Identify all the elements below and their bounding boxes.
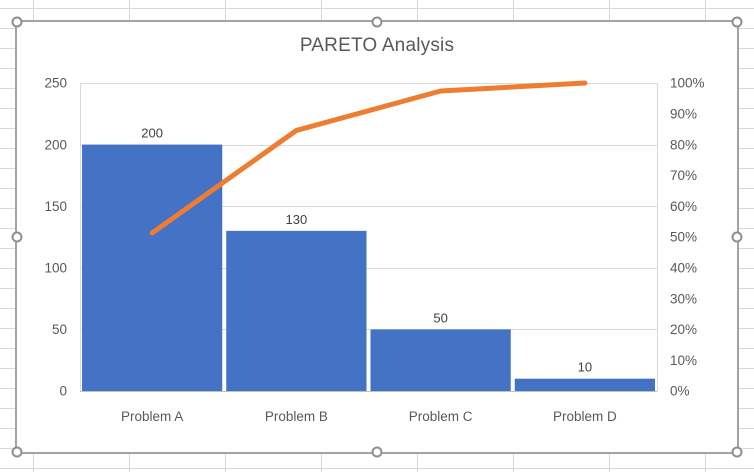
y-right-tick-label: 30% — [670, 291, 697, 306]
y-right-tick-label: 70% — [670, 168, 697, 183]
y-right-tick-label: 80% — [670, 137, 697, 152]
bar-data-label: 10 — [578, 360, 592, 375]
bar-problem-c[interactable] — [370, 329, 511, 391]
selection-handle-top-right[interactable] — [731, 16, 743, 28]
y-right-tick-label: 90% — [670, 107, 697, 122]
embedded-chart[interactable]: PARETO Analysis 200 130 50 10 0 50 100 150 200 25… — [17, 22, 737, 452]
x-category-label: Problem B — [265, 409, 328, 424]
y-left-tick-label: 0 — [59, 384, 67, 399]
bar-data-label: 50 — [433, 310, 447, 325]
selection-handle-middle-left[interactable] — [11, 231, 23, 243]
y-right-tick-label: 100% — [670, 76, 705, 91]
bar-data-label: 130 — [286, 212, 308, 227]
bar-problem-b[interactable] — [226, 230, 367, 391]
y-right-tick-label: 60% — [670, 199, 697, 214]
bar-problem-d[interactable] — [514, 378, 655, 391]
x-category-label: Problem D — [553, 409, 617, 424]
y-right-tick-label: 40% — [670, 261, 697, 276]
y-right-tick-label: 50% — [670, 230, 697, 245]
y-left-tick-label: 100 — [44, 261, 67, 276]
selection-handle-bottom-center[interactable] — [371, 446, 383, 458]
selection-handle-top-left[interactable] — [11, 16, 23, 28]
chart-canvas: 20013050100501001502002500%10%20%30%40%5… — [44, 76, 705, 424]
y-right-tick-label: 10% — [670, 353, 697, 368]
selection-handle-bottom-right[interactable] — [731, 446, 743, 458]
chart-title[interactable]: PARETO Analysis — [299, 35, 455, 56]
x-category-label: Problem C — [409, 409, 473, 424]
y-left-tick-label: 250 — [44, 76, 67, 91]
y-right-tick-label: 0% — [670, 384, 690, 399]
y-left-tick-label: 150 — [44, 199, 67, 214]
selection-handle-top-center[interactable] — [371, 16, 383, 28]
selection-handle-bottom-left[interactable] — [11, 446, 23, 458]
y-left-tick-label: 200 — [44, 137, 67, 152]
cumulative-line-series[interactable] — [149, 80, 588, 236]
x-category-label: Problem A — [121, 409, 183, 424]
bar-problem-a[interactable] — [82, 144, 223, 391]
y-right-tick-label: 20% — [670, 322, 697, 337]
bar-data-label: 200 — [141, 126, 163, 141]
selection-handle-middle-right[interactable] — [731, 231, 743, 243]
y-left-tick-label: 50 — [52, 322, 67, 337]
